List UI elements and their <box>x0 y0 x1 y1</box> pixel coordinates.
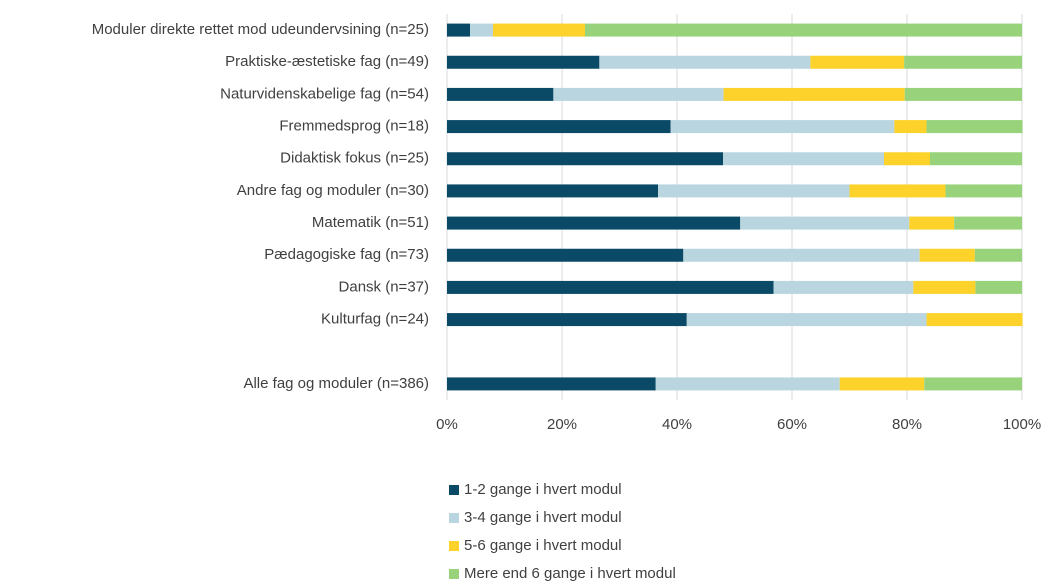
y-tick-label: Moduler direkte rettet mod udeundervsini… <box>92 21 429 38</box>
x-tick-label: 100% <box>1003 416 1041 433</box>
legend-label: Mere end 6 gange i hvert modul <box>464 565 676 582</box>
bar-segment <box>447 55 600 69</box>
legend-label: 1-2 gange i hvert modul <box>464 481 622 498</box>
bar-segment <box>599 55 811 69</box>
bar-segment <box>975 280 1022 294</box>
bar-segment <box>493 23 585 37</box>
bar-segment <box>670 120 895 134</box>
y-tick-label: Naturvidenskabelige fag (n=54) <box>220 85 429 102</box>
bar-segment <box>655 377 840 391</box>
bar-segment <box>930 152 1022 166</box>
y-tick-label: Matematik (n=51) <box>312 214 429 231</box>
bar-segment <box>919 248 975 262</box>
bar-segment <box>585 23 1022 37</box>
y-tick-label: Praktiske-æstetiske fag (n=49) <box>225 53 429 70</box>
bar-segment <box>810 55 905 69</box>
bar-segment <box>447 23 470 37</box>
bar-segment <box>658 184 850 198</box>
bar-segment <box>553 87 724 101</box>
bar-segment <box>909 216 955 230</box>
bar-segment <box>447 248 684 262</box>
y-tick-label: Pædagogiske fag (n=73) <box>264 246 429 263</box>
bar-segment <box>740 216 910 230</box>
legend-swatch <box>449 541 459 551</box>
bar-segment <box>974 248 1022 262</box>
bar-segment <box>447 120 671 134</box>
bar-segment <box>849 184 946 198</box>
bar-segment <box>839 377 925 391</box>
legend-swatch <box>449 513 459 523</box>
y-tick-label: Alle fag og moduler (n=386) <box>243 375 429 392</box>
y-tick-label: Dansk (n=37) <box>339 278 429 295</box>
x-tick-label: 0% <box>436 416 458 433</box>
legend-swatch <box>449 485 459 495</box>
x-tick-label: 80% <box>892 416 922 433</box>
x-tick-label: 40% <box>662 416 692 433</box>
legend-swatch <box>449 569 459 579</box>
bar-segment <box>447 184 659 198</box>
bar-segment <box>924 377 1022 391</box>
bar-segment <box>723 87 905 101</box>
bar-segment <box>447 87 554 101</box>
bar-segment <box>447 152 723 166</box>
bar-segment <box>686 313 927 327</box>
bar-segment <box>884 152 930 166</box>
bar-segment <box>913 280 976 294</box>
x-tick-label: 60% <box>777 416 807 433</box>
bar-segment <box>683 248 920 262</box>
bar-segment <box>447 216 741 230</box>
bar-segment <box>723 152 884 166</box>
bar-segment <box>470 23 493 37</box>
bar-segment <box>773 280 914 294</box>
y-tick-label: Didaktisk fokus (n=25) <box>280 150 429 167</box>
x-tick-label: 20% <box>547 416 577 433</box>
bar-segment <box>926 313 1023 327</box>
bar-segment <box>447 313 687 327</box>
bar-segment <box>447 280 774 294</box>
bar-segment <box>954 216 1022 230</box>
bar-segment <box>904 87 1022 101</box>
legend-label: 3-4 gange i hvert modul <box>464 509 622 526</box>
y-tick-label: Kulturfag (n=24) <box>321 311 429 328</box>
y-tick-label: Andre fag og moduler (n=30) <box>237 182 429 199</box>
bar-segment <box>945 184 1022 198</box>
bar-segment <box>894 120 927 134</box>
bar-segment <box>904 55 1022 69</box>
y-tick-label: Fremmedsprog (n=18) <box>279 118 429 135</box>
bar-segment <box>926 120 1023 134</box>
legend-label: 5-6 gange i hvert modul <box>464 537 622 554</box>
bar-segment <box>447 377 656 391</box>
